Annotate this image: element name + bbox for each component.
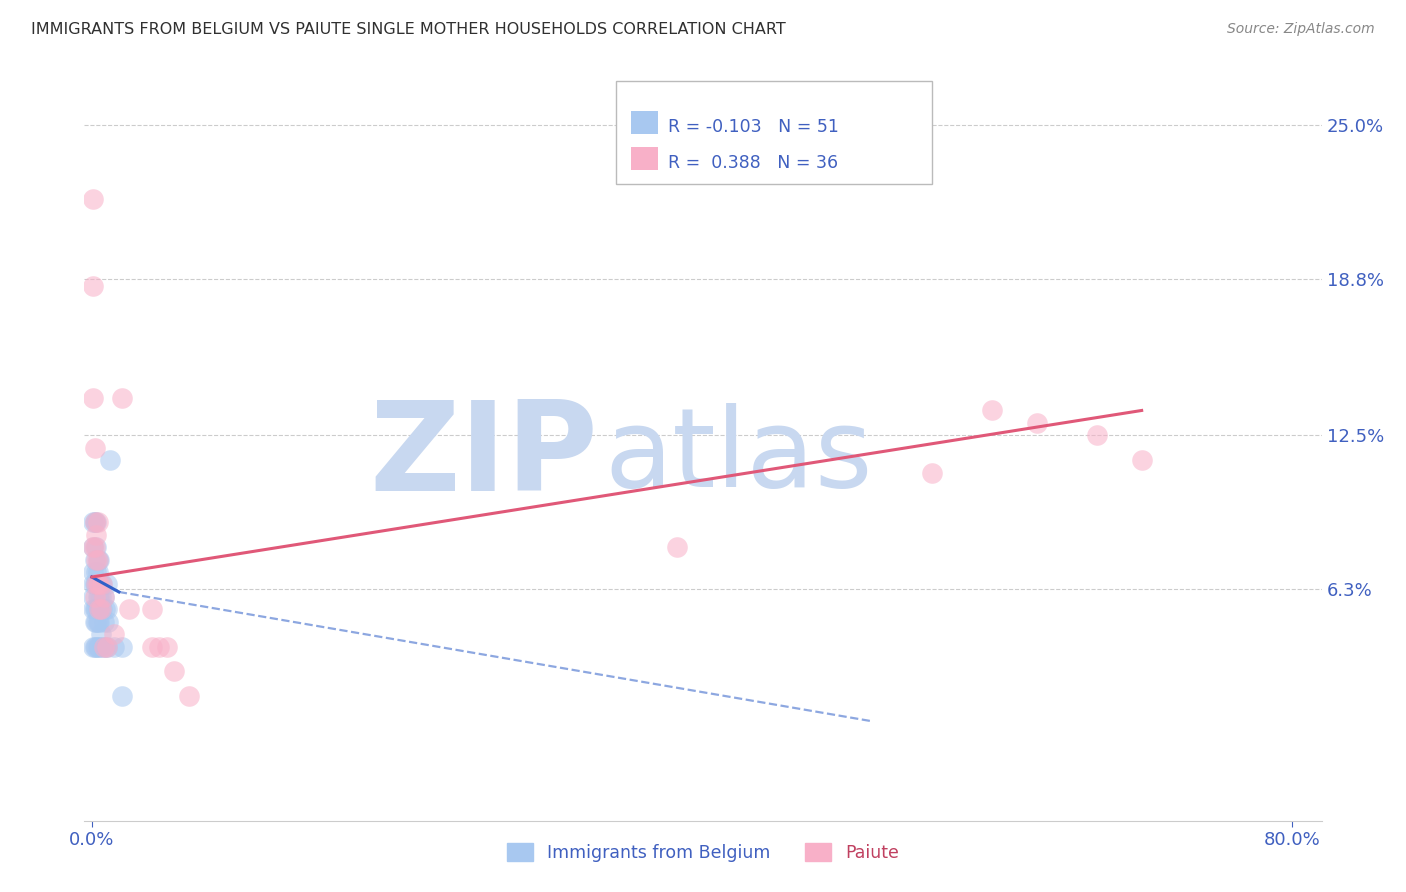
Point bbox=[87, 565, 110, 579]
Point bbox=[87, 640, 110, 654]
Point bbox=[90, 627, 112, 641]
Point bbox=[82, 540, 104, 554]
Point bbox=[83, 441, 105, 455]
Point bbox=[89, 602, 111, 616]
Text: ZIP: ZIP bbox=[370, 396, 598, 517]
Point bbox=[82, 640, 104, 654]
Point bbox=[91, 640, 114, 654]
Point bbox=[96, 602, 118, 616]
Point bbox=[87, 552, 110, 566]
Point bbox=[82, 565, 104, 579]
Point bbox=[82, 577, 104, 591]
Point bbox=[89, 602, 111, 616]
Point bbox=[89, 577, 111, 591]
Point bbox=[91, 577, 114, 591]
Text: R =  0.388   N = 36: R = 0.388 N = 36 bbox=[668, 153, 838, 171]
Point bbox=[86, 640, 108, 654]
Point bbox=[1025, 416, 1047, 430]
Point bbox=[86, 540, 108, 554]
Point bbox=[93, 640, 115, 654]
Point bbox=[93, 590, 115, 604]
Point bbox=[82, 516, 104, 530]
Point bbox=[83, 640, 105, 654]
Point bbox=[96, 640, 118, 654]
Point bbox=[83, 516, 105, 530]
Point bbox=[87, 552, 110, 566]
Point bbox=[91, 577, 114, 591]
Point bbox=[89, 577, 111, 591]
Point bbox=[148, 640, 170, 654]
Point bbox=[83, 590, 105, 604]
Point bbox=[82, 192, 104, 206]
Point bbox=[86, 552, 108, 566]
Point bbox=[86, 565, 108, 579]
Point bbox=[97, 615, 120, 629]
Point bbox=[86, 577, 108, 591]
Text: Source: ZipAtlas.com: Source: ZipAtlas.com bbox=[1227, 22, 1375, 37]
Point bbox=[89, 590, 111, 604]
Point bbox=[163, 665, 186, 679]
Legend: Immigrants from Belgium, Paiute: Immigrants from Belgium, Paiute bbox=[501, 836, 905, 869]
Point bbox=[82, 602, 104, 616]
Point bbox=[96, 640, 118, 654]
Point bbox=[83, 540, 105, 554]
Point bbox=[89, 615, 111, 629]
Point bbox=[83, 602, 105, 616]
Point bbox=[83, 516, 105, 530]
Point bbox=[96, 577, 118, 591]
Point bbox=[89, 552, 111, 566]
Point bbox=[86, 602, 108, 616]
Point bbox=[1130, 453, 1153, 467]
Point bbox=[1085, 428, 1108, 442]
Point bbox=[111, 690, 134, 704]
Text: atlas: atlas bbox=[605, 403, 873, 510]
Point bbox=[111, 640, 134, 654]
Point bbox=[82, 279, 104, 293]
Bar bbox=[631, 112, 658, 135]
FancyBboxPatch shape bbox=[616, 81, 932, 184]
Point bbox=[141, 640, 163, 654]
Point bbox=[665, 540, 688, 554]
Point bbox=[103, 627, 125, 641]
Point bbox=[90, 602, 112, 616]
Text: IMMIGRANTS FROM BELGIUM VS PAIUTE SINGLE MOTHER HOUSEHOLDS CORRELATION CHART: IMMIGRANTS FROM BELGIUM VS PAIUTE SINGLE… bbox=[31, 22, 786, 37]
Point bbox=[98, 453, 121, 467]
Point bbox=[89, 640, 111, 654]
Point bbox=[87, 577, 110, 591]
Point bbox=[86, 577, 108, 591]
Point bbox=[86, 615, 108, 629]
Point bbox=[87, 577, 110, 591]
Point bbox=[86, 528, 108, 542]
Point bbox=[82, 391, 104, 405]
Point bbox=[103, 640, 125, 654]
Text: R = -0.103   N = 51: R = -0.103 N = 51 bbox=[668, 118, 839, 136]
Point bbox=[94, 640, 117, 654]
Point bbox=[90, 590, 112, 604]
Point bbox=[91, 602, 114, 616]
Point bbox=[87, 602, 110, 616]
Point bbox=[156, 640, 179, 654]
Point bbox=[83, 552, 105, 566]
Point bbox=[94, 602, 117, 616]
Point bbox=[980, 403, 1002, 417]
Point bbox=[90, 577, 112, 591]
Point bbox=[83, 577, 105, 591]
Point bbox=[111, 391, 134, 405]
Point bbox=[86, 516, 108, 530]
Point bbox=[82, 540, 104, 554]
Point bbox=[141, 602, 163, 616]
Point bbox=[87, 615, 110, 629]
Bar bbox=[631, 147, 658, 170]
Point bbox=[93, 590, 115, 604]
Point bbox=[179, 690, 201, 704]
Point bbox=[87, 590, 110, 604]
Point bbox=[82, 590, 104, 604]
Point bbox=[118, 602, 141, 616]
Point bbox=[921, 466, 943, 480]
Point bbox=[87, 516, 110, 530]
Point bbox=[93, 615, 115, 629]
Point bbox=[83, 615, 105, 629]
